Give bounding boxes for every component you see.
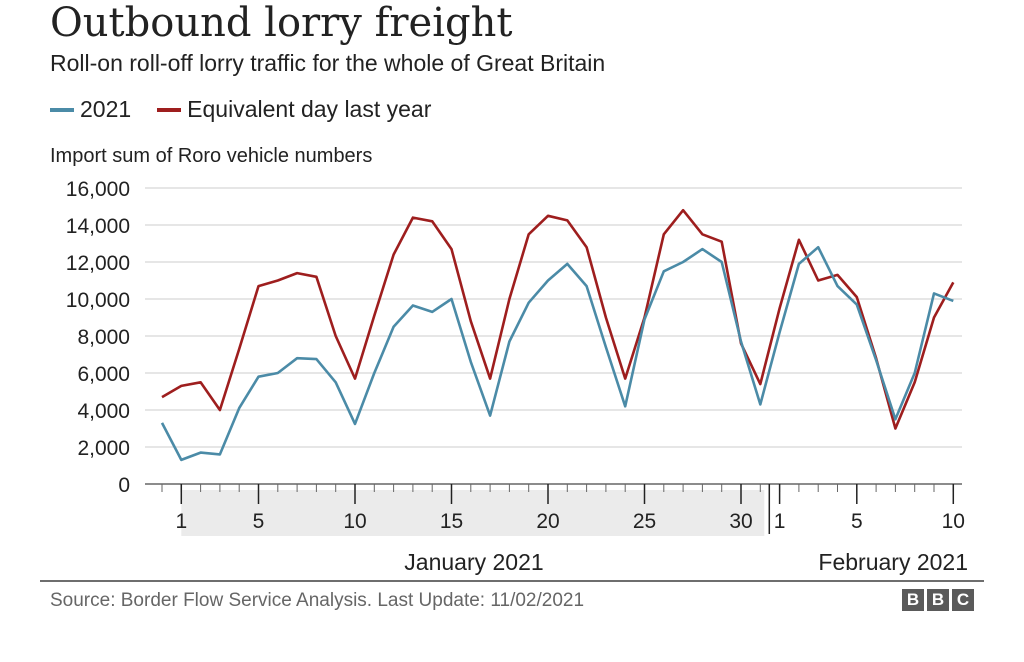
x-tick-label: 1	[175, 510, 187, 533]
x-tick-label: 20	[536, 510, 559, 533]
y-axis-title: Import sum of Roro vehicle numbers	[50, 145, 372, 167]
chart-title: Outbound lorry freight	[50, 0, 513, 46]
y-tick-label: 0	[118, 474, 130, 497]
y-tick-label: 10,000	[66, 289, 130, 312]
legend-item-2021: 2021	[50, 96, 131, 123]
series-line-last-year	[161, 208, 955, 430]
y-tick-label: 12,000	[66, 252, 130, 275]
x-tick-label: 1	[774, 510, 786, 533]
y-tick-label: 2,000	[77, 437, 130, 460]
legend: 2021 Equivalent day last year	[50, 96, 457, 123]
january-band	[181, 490, 765, 536]
x-tick-label: 25	[633, 510, 656, 533]
y-tick-label: 14,000	[66, 215, 130, 238]
x-tick-label: 10	[942, 510, 965, 533]
x-tick-label: 5	[253, 510, 265, 533]
bbc-logo-b2: B	[927, 589, 949, 611]
x-tick-label: 10	[343, 510, 366, 533]
x-tick-label: 5	[851, 510, 863, 533]
legend-swatch-2021	[50, 107, 74, 112]
chart-subtitle: Roll-on roll-off lorry traffic for the w…	[50, 50, 606, 76]
series-line-2021	[160, 245, 954, 462]
legend-swatch-last-year	[157, 107, 182, 112]
footer-rule	[40, 580, 984, 582]
y-tick-label: 8,000	[77, 326, 130, 349]
y-tick-label: 6,000	[77, 363, 130, 386]
source-note: Source: Border Flow Service Analysis. La…	[50, 590, 585, 611]
y-tick-label: 16,000	[66, 178, 130, 201]
x-tick-label: 30	[729, 510, 752, 533]
bbc-logo-c: C	[952, 589, 974, 611]
y-tick-label: 4,000	[77, 400, 130, 423]
month-label-february: February 2021	[818, 549, 968, 575]
bbc-logo: B B C	[899, 589, 974, 611]
x-tick-label: 15	[440, 510, 463, 533]
legend-item-last-year: Equivalent day last year	[157, 96, 431, 123]
legend-label-last-year: Equivalent day last year	[187, 96, 432, 122]
month-label-january: January 2021	[404, 549, 543, 575]
bbc-logo-b1: B	[902, 589, 924, 611]
legend-label-2021: 2021	[80, 96, 132, 122]
